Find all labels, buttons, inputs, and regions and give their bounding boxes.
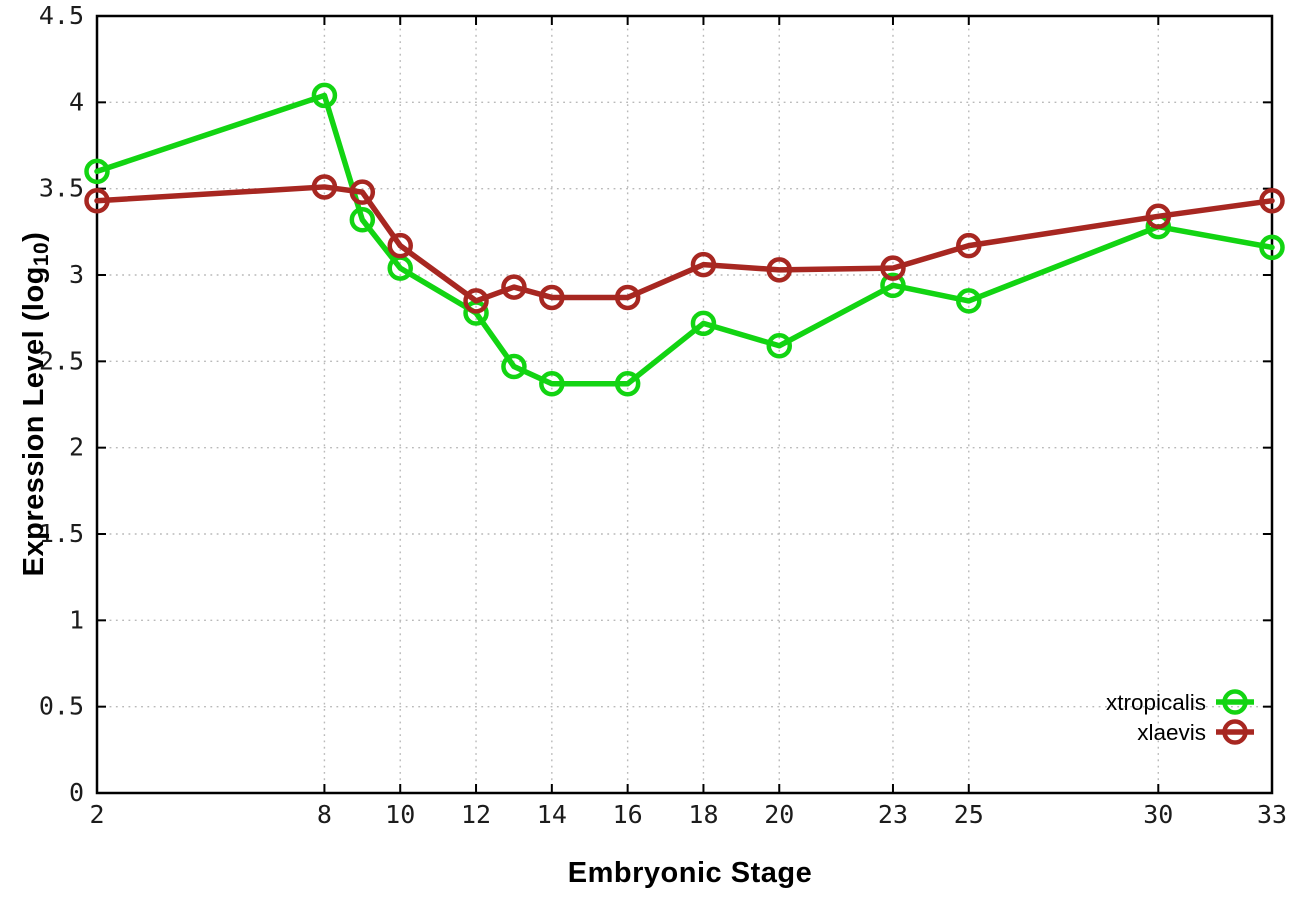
data-point-xlaevis — [387, 232, 413, 259]
data-point-xtropicalis — [956, 288, 982, 314]
data-point-xlaevis — [501, 274, 527, 300]
y-tick-label: 2 — [69, 433, 84, 462]
y-axis-title-suffix: ) — [17, 231, 50, 242]
x-tick-label: 23 — [878, 800, 908, 829]
y-tick-label: 1.5 — [39, 519, 84, 548]
data-point-xlaevis — [84, 188, 110, 214]
legend-sample-marker-xtropicalis — [1222, 689, 1248, 715]
x-axis-title: Embryonic Stage — [567, 857, 813, 889]
data-point-xlaevis — [311, 174, 338, 200]
data-point-xlaevis — [539, 284, 565, 311]
data-point-xlaevis — [1259, 188, 1285, 214]
x-tick-label: 10 — [385, 800, 415, 829]
x-tick-label: 25 — [954, 800, 984, 829]
data-point-xlaevis — [463, 288, 489, 314]
data-point-xtropicalis — [311, 82, 338, 109]
y-tick-label: 2.5 — [39, 346, 84, 375]
y-tick-label: 0.5 — [39, 692, 84, 721]
data-point-xtropicalis — [539, 371, 565, 397]
y-axis-title-text: Expression Level (log — [17, 266, 50, 577]
legend-sample-marker-xlaevis — [1222, 719, 1248, 745]
data-point-xlaevis — [349, 179, 376, 205]
y-tick-label: 3 — [69, 260, 84, 289]
x-tick-label: 14 — [537, 800, 567, 829]
plot-border — [95, 14, 1274, 795]
data-point-xlaevis — [766, 257, 793, 283]
x-tick-label: 30 — [1143, 800, 1173, 829]
data-point-xlaevis — [880, 255, 906, 281]
series-line-xlaevis — [94, 184, 1275, 304]
x-tick-label: 8 — [317, 800, 332, 829]
data-point-xtropicalis — [690, 310, 717, 337]
legend-label-xlaevis: xlaevis — [1137, 720, 1206, 745]
data-point-xtropicalis — [349, 206, 376, 233]
x-tick-label: 20 — [764, 800, 794, 829]
y-tick-label: 3.5 — [39, 174, 84, 203]
y-axis-title: Expression Level (log10) — [18, 232, 54, 577]
data-point-xlaevis — [956, 232, 982, 259]
y-tick-label: 4 — [69, 87, 84, 116]
data-point-xlaevis — [690, 251, 717, 278]
x-tick-label: 33 — [1257, 800, 1287, 829]
data-point-xlaevis — [1145, 203, 1172, 230]
y-tick-label: 1 — [69, 605, 84, 634]
series-line-xtropicalis — [94, 92, 1275, 387]
data-point-xtropicalis — [501, 353, 527, 380]
legend-label-xtropicalis: xtropicalis — [1106, 690, 1206, 715]
x-tick-label: 2 — [89, 800, 104, 829]
y-tick-label: 0 — [69, 778, 84, 807]
data-point-xtropicalis — [766, 333, 793, 359]
x-tick-label: 18 — [688, 800, 718, 829]
data-point-xlaevis — [614, 284, 641, 311]
data-point-xtropicalis — [84, 158, 110, 185]
y-axis-title-subscript: 10 — [30, 241, 54, 267]
data-point-xtropicalis — [880, 272, 906, 299]
x-tick-label: 16 — [613, 800, 643, 829]
data-point-xtropicalis — [1259, 234, 1285, 261]
x-tick-label: 12 — [461, 800, 491, 829]
data-point-xtropicalis — [614, 371, 641, 397]
y-tick-label: 4.5 — [39, 1, 84, 30]
